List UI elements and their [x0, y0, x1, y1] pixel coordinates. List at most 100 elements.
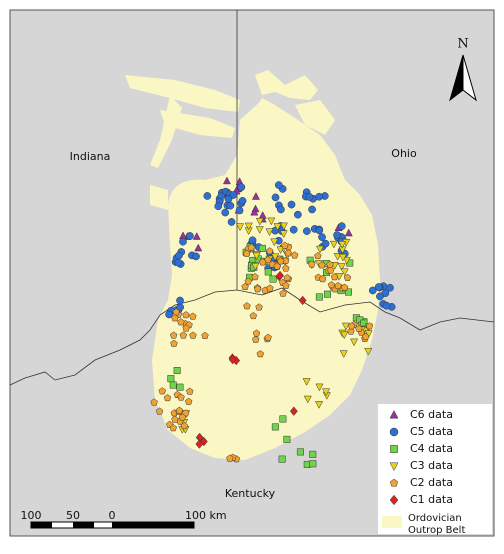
symbol: [329, 240, 338, 249]
state-borders: [9, 10, 495, 386]
symbol: [273, 223, 282, 231]
symbol: [318, 261, 326, 269]
data-points: [150, 176, 396, 468]
symbol: [178, 413, 187, 421]
symbol: [248, 236, 257, 245]
symbol: [236, 223, 245, 232]
symbol: [276, 270, 284, 281]
symbol: [171, 415, 179, 423]
symbol: [252, 252, 261, 261]
symbol: [282, 281, 290, 289]
symbol: [277, 205, 285, 214]
symbol: [163, 394, 172, 402]
symbol: [265, 228, 274, 237]
symbol: [294, 210, 302, 219]
symbol: [326, 266, 335, 274]
symbol: [169, 424, 177, 432]
symbol: [171, 314, 179, 322]
symbol: [255, 217, 264, 226]
symbol: [389, 478, 399, 487]
symbol: [389, 427, 399, 437]
symbol: [169, 381, 177, 389]
symbol: [192, 232, 201, 240]
symbol: [251, 273, 259, 281]
symbol: [305, 193, 314, 201]
symbol: [264, 256, 272, 264]
symbol: [250, 207, 259, 216]
symbol: [338, 253, 347, 262]
symbol: [314, 252, 322, 260]
symbol: [279, 222, 288, 231]
symbol: [186, 232, 194, 240]
symbol: [303, 395, 312, 404]
scale-bar: 100 50 0 100 km: [21, 509, 227, 529]
symbol: [177, 393, 185, 401]
symbol: [255, 226, 264, 234]
symbol: [155, 407, 164, 415]
symbol: [389, 410, 399, 419]
legend-label: Outrop Belt: [408, 525, 465, 536]
symbol: [276, 246, 285, 255]
symbol: [238, 197, 247, 205]
symbol: [279, 415, 287, 423]
symbol: [266, 284, 274, 292]
symbol: [318, 275, 327, 283]
symbol: [350, 338, 359, 347]
scale-label: 0: [109, 509, 116, 522]
symbol: [327, 281, 336, 289]
symbol: [273, 262, 281, 270]
symbol: [158, 387, 166, 395]
symbol: [175, 406, 184, 414]
symbol: [186, 387, 194, 395]
symbol: [287, 200, 296, 209]
symbol: [252, 329, 261, 337]
symbol: [321, 239, 330, 248]
symbol: [279, 230, 288, 239]
symbol: [337, 222, 346, 230]
north-label: N: [457, 37, 468, 52]
symbol: [174, 258, 183, 267]
symbol: [249, 312, 258, 320]
symbol: [364, 347, 373, 356]
symbol: [195, 439, 204, 449]
symbol: [290, 251, 299, 259]
symbol: [307, 260, 316, 268]
symbol: [289, 406, 298, 416]
symbol: [347, 322, 356, 330]
symbol: [368, 286, 377, 295]
symbol: [247, 243, 255, 251]
symbol: [189, 312, 197, 320]
symbol: [284, 249, 292, 257]
symbol: [315, 383, 324, 392]
symbol: [173, 367, 181, 374]
legend-label: Ordovician: [408, 513, 462, 524]
symbol: [339, 350, 348, 358]
symbol: [182, 311, 190, 319]
symbol: [256, 350, 265, 358]
scale-label: 100 km: [185, 509, 227, 522]
symbol: [175, 251, 183, 260]
symbol: [179, 237, 187, 246]
symbol: [333, 253, 342, 261]
symbol: [309, 460, 317, 468]
symbol: [296, 448, 304, 456]
symbol: [267, 217, 276, 226]
symbol: [278, 455, 286, 463]
legend-label: C4 data: [410, 442, 453, 455]
symbol: [271, 253, 280, 262]
symbol: [281, 241, 289, 249]
symbol: [386, 283, 394, 292]
symbol: [165, 310, 173, 319]
legend: C6 data C5 data C4 data C3 data C2 data C1 da…: [378, 404, 492, 536]
symbol: [228, 354, 237, 365]
symbol: [279, 289, 287, 297]
symbol: [251, 192, 260, 200]
symbol: [251, 262, 260, 271]
symbol: [194, 243, 203, 252]
symbol: [189, 331, 197, 339]
legend-label: C2 data: [410, 476, 453, 489]
symbol: [333, 231, 341, 239]
symbol: [182, 324, 190, 332]
legend-label: C6 data: [410, 408, 453, 421]
